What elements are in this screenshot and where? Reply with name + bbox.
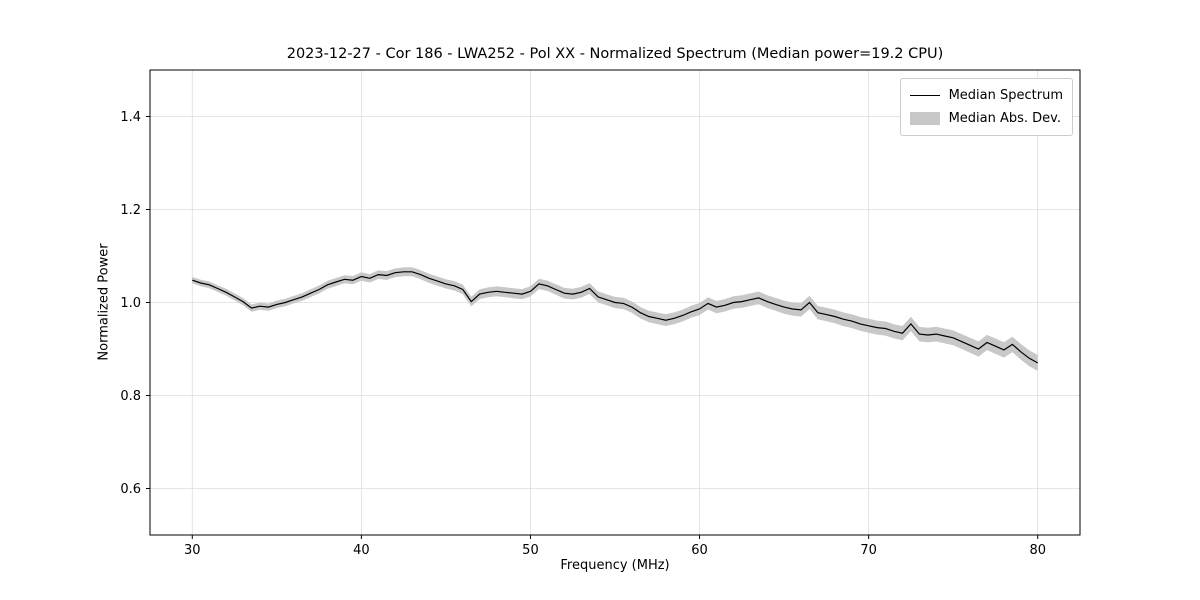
- svg-text:70: 70: [860, 543, 877, 558]
- median-spectrum-line: [192, 271, 1038, 364]
- y-axis-label: Normalized Power: [96, 243, 112, 361]
- legend-label: Median Spectrum: [948, 88, 1063, 103]
- legend-entry-median-spectrum: Median Spectrum: [909, 84, 1063, 107]
- svg-text:0.8: 0.8: [120, 389, 141, 404]
- svg-text:1.2: 1.2: [120, 203, 141, 218]
- chart-title: 2023-12-27 - Cor 186 - LWA252 - Pol XX -…: [286, 46, 944, 62]
- svg-text:60: 60: [691, 543, 708, 558]
- x-axis-label: Frequency (MHz): [560, 558, 670, 573]
- svg-text:80: 80: [1029, 543, 1046, 558]
- median-abs-dev-band: [192, 267, 1038, 371]
- svg-text:40: 40: [353, 543, 370, 558]
- svg-text:30: 30: [184, 543, 201, 558]
- svg-text:1.4: 1.4: [120, 110, 141, 125]
- tick-labels: 30 40 50 60 70 80 0.6 0.8 1.0 1.2 1.4: [120, 110, 1046, 558]
- legend-line-sample-icon: [909, 95, 940, 96]
- legend-label: Median Abs. Dev.: [948, 111, 1062, 126]
- svg-text:1.0: 1.0: [120, 296, 141, 311]
- svg-text:50: 50: [522, 543, 539, 558]
- legend-patch-sample-icon: [909, 112, 940, 125]
- legend: Median Spectrum Median Abs. Dev.: [899, 78, 1073, 136]
- svg-text:0.6: 0.6: [120, 482, 141, 497]
- legend-entry-median-abs-dev: Median Abs. Dev.: [909, 107, 1063, 130]
